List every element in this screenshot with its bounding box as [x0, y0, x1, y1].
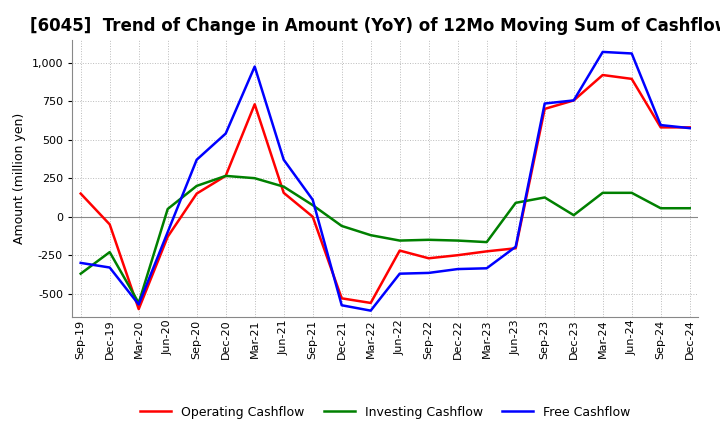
Investing Cashflow	[135, 300, 143, 305]
Operating Cashflow	[105, 222, 114, 227]
Operating Cashflow	[395, 248, 404, 253]
Free Cashflow	[308, 197, 317, 202]
Free Cashflow	[251, 64, 259, 69]
Free Cashflow	[192, 157, 201, 162]
Operating Cashflow	[308, 214, 317, 219]
Investing Cashflow	[541, 195, 549, 200]
Investing Cashflow	[192, 183, 201, 188]
Free Cashflow	[76, 260, 85, 265]
Line: Operating Cashflow: Operating Cashflow	[81, 75, 690, 309]
Free Cashflow	[366, 308, 375, 313]
Investing Cashflow	[221, 173, 230, 179]
Free Cashflow	[395, 271, 404, 276]
Operating Cashflow	[454, 253, 462, 258]
Free Cashflow	[598, 49, 607, 55]
Free Cashflow	[627, 51, 636, 56]
Operating Cashflow	[598, 72, 607, 77]
Operating Cashflow	[511, 246, 520, 251]
Operating Cashflow	[76, 191, 85, 196]
Investing Cashflow	[76, 271, 85, 276]
Free Cashflow	[454, 266, 462, 271]
Operating Cashflow	[570, 98, 578, 103]
Operating Cashflow	[366, 300, 375, 305]
Free Cashflow	[541, 101, 549, 106]
Free Cashflow	[424, 270, 433, 275]
Investing Cashflow	[338, 223, 346, 229]
Free Cashflow	[135, 302, 143, 307]
Operating Cashflow	[221, 173, 230, 179]
Free Cashflow	[657, 122, 665, 128]
Free Cashflow	[338, 303, 346, 308]
Operating Cashflow	[541, 106, 549, 111]
Free Cashflow	[279, 157, 288, 162]
Free Cashflow	[221, 131, 230, 136]
Free Cashflow	[685, 125, 694, 131]
Investing Cashflow	[570, 213, 578, 218]
Investing Cashflow	[657, 205, 665, 211]
Operating Cashflow	[657, 125, 665, 130]
Investing Cashflow	[511, 200, 520, 205]
Free Cashflow	[482, 266, 491, 271]
Investing Cashflow	[105, 249, 114, 255]
Investing Cashflow	[685, 205, 694, 211]
Investing Cashflow	[395, 238, 404, 243]
Free Cashflow	[105, 265, 114, 270]
Operating Cashflow	[424, 256, 433, 261]
Free Cashflow	[511, 244, 520, 249]
Investing Cashflow	[627, 190, 636, 195]
Legend: Operating Cashflow, Investing Cashflow, Free Cashflow: Operating Cashflow, Investing Cashflow, …	[135, 401, 635, 424]
Investing Cashflow	[308, 202, 317, 208]
Free Cashflow	[570, 98, 578, 103]
Operating Cashflow	[279, 190, 288, 195]
Line: Free Cashflow: Free Cashflow	[81, 52, 690, 311]
Title: [6045]  Trend of Change in Amount (YoY) of 12Mo Moving Sum of Cashflows: [6045] Trend of Change in Amount (YoY) o…	[30, 17, 720, 35]
Operating Cashflow	[135, 306, 143, 312]
Investing Cashflow	[482, 239, 491, 245]
Operating Cashflow	[482, 249, 491, 254]
Y-axis label: Amount (million yen): Amount (million yen)	[13, 113, 26, 244]
Investing Cashflow	[163, 206, 172, 212]
Investing Cashflow	[251, 176, 259, 181]
Investing Cashflow	[279, 184, 288, 189]
Investing Cashflow	[454, 238, 462, 243]
Investing Cashflow	[366, 232, 375, 238]
Operating Cashflow	[338, 296, 346, 301]
Operating Cashflow	[163, 234, 172, 239]
Investing Cashflow	[424, 237, 433, 242]
Free Cashflow	[163, 230, 172, 235]
Operating Cashflow	[251, 102, 259, 107]
Operating Cashflow	[685, 125, 694, 130]
Investing Cashflow	[598, 190, 607, 195]
Line: Investing Cashflow: Investing Cashflow	[81, 176, 690, 303]
Operating Cashflow	[627, 76, 636, 81]
Operating Cashflow	[192, 191, 201, 196]
